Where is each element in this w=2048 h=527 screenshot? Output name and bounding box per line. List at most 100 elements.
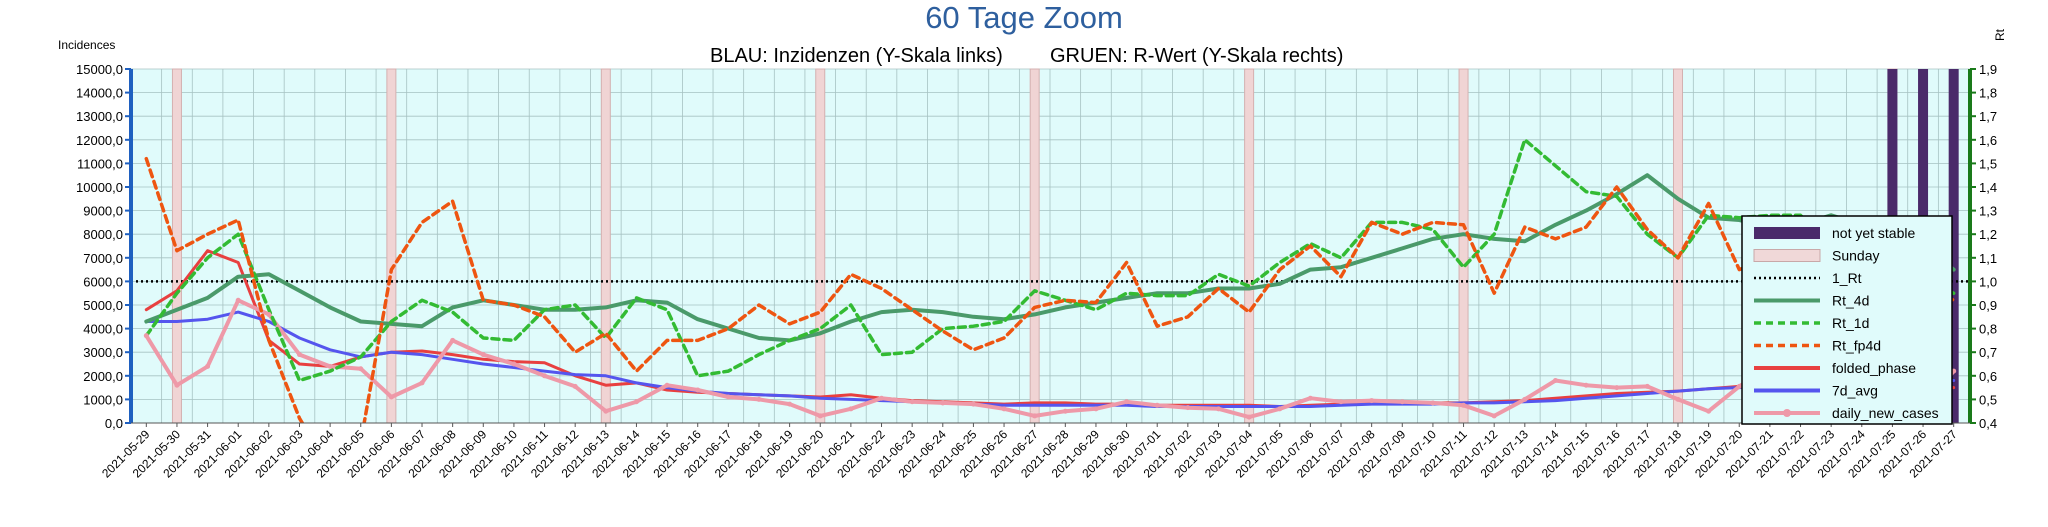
- daily-new-cases-point: [1032, 413, 1038, 419]
- daily-new-cases-point: [1706, 408, 1712, 414]
- legend-swatch: [1753, 249, 1821, 262]
- daily-new-cases-point: [695, 387, 701, 393]
- daily-new-cases-point: [174, 382, 180, 388]
- y-tick-right: 1,8: [1979, 86, 1997, 101]
- y-axis-right-title: Rt: [1993, 28, 2007, 41]
- legend-label: Rt_1d: [1832, 315, 1869, 331]
- sunday-bar: [386, 68, 397, 424]
- y-tick-right: 1,5: [1979, 156, 1997, 171]
- y-tick-left: 15000,0: [76, 62, 123, 77]
- y-tick-left: 12000,0: [76, 133, 123, 148]
- daily-new-cases-point: [1644, 383, 1650, 389]
- legend-swatch: [1754, 227, 1820, 239]
- daily-new-cases-point: [1614, 385, 1620, 391]
- y-tick-right: 0,6: [1979, 369, 1997, 384]
- chart-subtitle-left: BLAU: Inzidenzen (Y-Skala links): [710, 45, 1003, 67]
- y-tick-left: 13000,0: [76, 109, 123, 124]
- daily-new-cases-point: [1583, 382, 1589, 388]
- daily-new-cases-point: [725, 394, 731, 400]
- plot-area: 0,0 1000,0 2000,0 3000,0 4000,0 5000,0 6000,0 7…: [76, 62, 1997, 481]
- y-tick-right: 1,9: [1979, 62, 1997, 77]
- daily-new-cases-point: [1338, 399, 1344, 405]
- legend-label: 7d_avg: [1832, 383, 1878, 399]
- y-tick-right: 1,1: [1979, 251, 1997, 266]
- y-tick-left: 7000,0: [83, 251, 123, 266]
- y-tick-right: 0,5: [1979, 392, 1997, 407]
- y-tick-right: 0,8: [1979, 322, 1997, 337]
- daily-new-cases-point: [970, 401, 976, 407]
- daily-new-cases-point: [1461, 402, 1467, 408]
- legend-label: 1_Rt: [1832, 270, 1862, 286]
- daily-new-cases-point: [879, 395, 885, 401]
- daily-new-cases-point: [1369, 398, 1375, 404]
- daily-new-cases-point: [480, 352, 486, 358]
- daily-new-cases-point: [603, 408, 609, 414]
- daily-new-cases-point: [1675, 396, 1681, 402]
- daily-new-cases-point: [1215, 406, 1221, 412]
- daily-new-cases-point: [787, 401, 793, 407]
- y-tick-left: 9000,0: [83, 204, 123, 219]
- sunday-bar: [600, 68, 611, 424]
- y-tick-left: 8000,0: [83, 227, 123, 242]
- daily-new-cases-point: [542, 373, 548, 379]
- daily-new-cases-point: [633, 399, 639, 405]
- daily-new-cases-point: [205, 363, 211, 369]
- y-tick-left: 3000,0: [83, 345, 123, 360]
- daily-new-cases-point: [756, 396, 762, 402]
- daily-new-cases-point: [1552, 378, 1558, 384]
- y-tick-right: 1,2: [1979, 227, 1997, 242]
- daily-new-cases-point: [572, 383, 578, 389]
- daily-new-cases-point: [266, 311, 272, 317]
- y-axis-left-title: Incidences: [58, 38, 115, 52]
- daily-new-cases-point: [817, 413, 823, 419]
- y-tick-right: 0,4: [1979, 416, 1997, 431]
- daily-new-cases-point: [419, 380, 425, 386]
- y-tick-left: 0,0: [105, 416, 123, 431]
- daily-new-cases-point: [450, 337, 456, 343]
- chart-subtitle-right: GRUEN: R-Wert (Y-Skala rechts): [1050, 45, 1343, 67]
- daily-new-cases-point: [1307, 395, 1313, 401]
- sunday-bar: [1029, 68, 1040, 424]
- daily-new-cases-point: [327, 363, 333, 369]
- y-tick-right: 1,4: [1979, 180, 1997, 195]
- legend-label: Sunday: [1832, 248, 1879, 264]
- sunday-bar: [1458, 68, 1469, 424]
- daily-new-cases-point: [1277, 406, 1283, 412]
- y-tick-left: 10000,0: [76, 180, 123, 195]
- legend-label: folded_phase: [1832, 360, 1916, 376]
- daily-new-cases-point: [143, 333, 149, 339]
- legend: not yet stable Sunday 1_Rt Rt_4d Rt_1d Rt_fp4…: [1741, 215, 1953, 425]
- legend-swatch-marker: [1783, 409, 1791, 417]
- series-line-7d-avg: [144, 310, 1956, 408]
- y-tick-left: 5000,0: [83, 298, 123, 313]
- daily-new-cases-point: [1185, 405, 1191, 411]
- daily-new-cases-point: [1736, 383, 1742, 389]
- not-yet-stable-bar: [1948, 69, 1959, 423]
- daily-new-cases-point: [358, 366, 364, 372]
- y-tick-right: 1,7: [1979, 109, 1997, 124]
- daily-new-cases-point: [1522, 396, 1528, 402]
- daily-new-cases-point: [940, 400, 946, 406]
- daily-new-cases-point: [511, 361, 517, 367]
- daily-new-cases-point: [664, 382, 670, 388]
- legend-label: daily_new_cases: [1832, 405, 1939, 421]
- sunday-bar: [1672, 68, 1683, 424]
- y-tick-right: 1,6: [1979, 133, 1997, 148]
- y-tick-right: 0,9: [1979, 298, 1997, 313]
- daily-new-cases-point: [1430, 400, 1436, 406]
- daily-new-cases-point: [1001, 406, 1007, 412]
- daily-new-cases-point: [1154, 402, 1160, 408]
- sunday-bar: [815, 68, 826, 424]
- series-layer: [143, 138, 1957, 423]
- daily-new-cases-point: [1246, 414, 1252, 420]
- chart-title: 60 Tage Zoom: [925, 0, 1123, 35]
- y-tick-right: 0,7: [1979, 345, 1997, 360]
- daily-new-cases-point: [1124, 399, 1130, 405]
- y-tick-right: 1,3: [1979, 204, 1997, 219]
- series-line-Rt-fp4d: [144, 156, 1956, 423]
- y-tick-left: 4000,0: [83, 322, 123, 337]
- daily-new-cases-point: [909, 399, 915, 405]
- legend-label: Rt_4d: [1832, 293, 1869, 309]
- daily-new-cases-point: [1491, 413, 1497, 419]
